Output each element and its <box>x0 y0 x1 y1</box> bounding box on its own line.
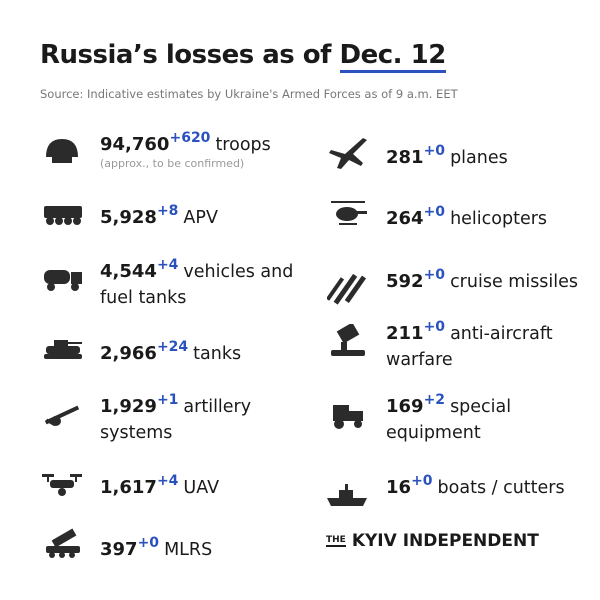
stat-icon <box>44 340 82 359</box>
stat-icon <box>329 138 367 169</box>
title-block: Russia’s losses as of Dec. 12 <box>40 40 446 73</box>
stat-value: 211 <box>386 323 424 344</box>
logo-small: THE <box>326 535 346 547</box>
stat-label: planes <box>450 148 508 168</box>
stat-delta: +620 <box>169 130 211 146</box>
stat-icon <box>46 528 80 558</box>
stat-label: anti-aircraft warfare <box>386 324 553 370</box>
stat: 169+2 special equipment <box>386 387 600 446</box>
stat-label: artillery systems <box>100 397 252 443</box>
date: Dec. 12 <box>339 40 446 73</box>
stat-label: UAV <box>183 478 220 498</box>
stat-icon <box>44 405 80 427</box>
stat-delta: +0 <box>423 267 446 283</box>
stat-value: 4,544 <box>100 261 157 282</box>
stat-value: 169 <box>386 396 424 417</box>
stat-icon <box>333 405 363 429</box>
stat-value: 397 <box>100 539 138 560</box>
stat-value: 5,928 <box>100 207 157 228</box>
source: Source: Indicative estimates by Ukraine'… <box>40 87 458 101</box>
stat-label: vehicles and fuel tanks <box>100 262 294 308</box>
stat-delta: +1 <box>156 392 179 408</box>
stat: 1,617+4 UAV <box>100 468 300 501</box>
stat-value: 281 <box>386 147 424 168</box>
stat-value: 1,617 <box>100 477 157 498</box>
stat-icon <box>46 139 78 163</box>
stat-delta: +0 <box>423 319 446 335</box>
stat: 281+0 planes <box>386 138 600 171</box>
stat-icon <box>327 484 367 506</box>
stat-label: tanks <box>193 344 242 364</box>
stat: 211+0 anti-aircraft warfare <box>386 314 600 373</box>
stat-label: APV <box>183 208 218 228</box>
stat-icon <box>327 273 367 305</box>
stat-label: helicopters <box>450 209 548 229</box>
stat: 592+0 cruise missiles <box>386 262 600 295</box>
stat-value: 592 <box>386 271 424 292</box>
stat: 397+0 MLRS <box>100 530 300 563</box>
stat: 4,544+4 vehicles and fuel tanks <box>100 252 300 311</box>
stat-label: special equipment <box>386 397 512 443</box>
stat-note: (approx., to be confirmed) <box>100 157 245 170</box>
stat-value: 16 <box>386 477 412 498</box>
stat-label: cruise missiles <box>450 272 579 292</box>
stat-label: MLRS <box>164 540 213 560</box>
stat-delta: +8 <box>156 203 179 219</box>
stat-icon <box>44 270 82 291</box>
stat-value: 94,760 <box>100 134 170 155</box>
stat-delta: +24 <box>156 339 189 355</box>
stat-value: 2,966 <box>100 343 157 364</box>
stat-delta: +2 <box>423 392 446 408</box>
stat-delta: +4 <box>156 473 179 489</box>
title: Russia’s losses as of <box>40 40 331 70</box>
stat: 264+0 helicopters <box>386 199 600 232</box>
stat: 5,928+8 APV <box>100 198 300 231</box>
stat-icon <box>44 206 82 225</box>
stat-label: boats / cutters <box>437 478 565 498</box>
stat-icon <box>42 474 82 496</box>
stat-delta: +0 <box>411 473 433 489</box>
stat: 94,760+620 troops (approx., to be confirme… <box>100 125 300 170</box>
stat: 16+0 boats / cutters <box>386 468 600 501</box>
stat: 1,929+1 artillery systems <box>100 387 300 446</box>
stat-value: 264 <box>386 208 424 229</box>
stat-icon <box>331 201 367 225</box>
stat-icon <box>331 324 365 356</box>
logo: THE KYIV INDEPENDENT <box>326 531 539 551</box>
stat-delta: +0 <box>423 204 446 220</box>
stat-delta: +0 <box>423 143 446 159</box>
stat-delta: +4 <box>156 257 179 273</box>
stat-delta: +0 <box>137 535 160 551</box>
stat-label: troops <box>215 135 271 155</box>
stat: 2,966+24 tanks <box>100 334 300 367</box>
logo-name: KYIV INDEPENDENT <box>351 531 539 551</box>
stat-value: 1,929 <box>100 396 157 417</box>
